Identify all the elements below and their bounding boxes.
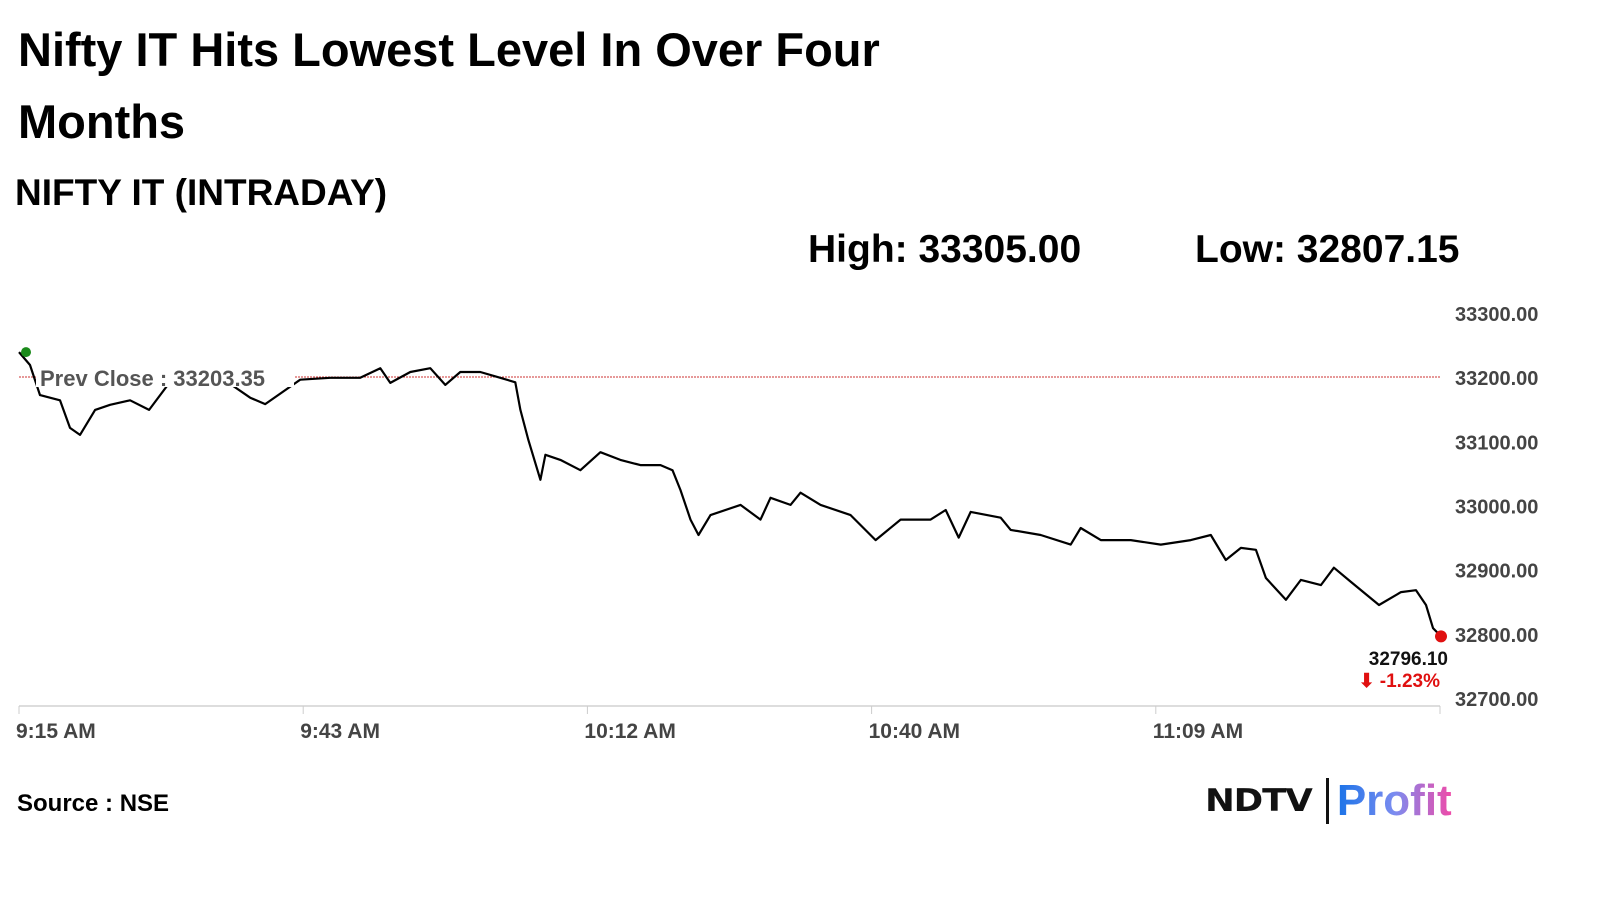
y-tick-label: 33200.00 (1455, 368, 1538, 390)
end-point-marker (1435, 630, 1448, 643)
chart-subtitle: NIFTY IT (INTRADAY) (15, 172, 388, 213)
prev-close-label-bg (36, 357, 294, 388)
price-line (18, 351, 1442, 638)
y-tick-label: 32700.00 (1455, 689, 1538, 711)
prev-close-label: Prev Close : 33203.35 (40, 366, 265, 391)
logo-ndtv: NDTV (1205, 783, 1313, 819)
y-tick-label: 33100.00 (1455, 432, 1538, 454)
logo-profit: Profit (1336, 776, 1452, 825)
ndtv-profit-logo: NDTV Profit (1205, 776, 1452, 826)
change-label: ⬇ -1.23% (1359, 671, 1441, 692)
y-tick-label: 33300.00 (1455, 304, 1538, 326)
logo-divider (1325, 778, 1329, 824)
x-tick-label: 10:40 AM (869, 720, 960, 743)
low-value: Low: 32807.15 (1195, 228, 1460, 271)
y-tick-label: 32800.00 (1455, 625, 1538, 647)
x-tick-label: 9:43 AM (300, 720, 380, 743)
high-value: High: 33305.00 (808, 228, 1082, 271)
x-tick-label: 11:09 AM (1153, 720, 1243, 743)
y-tick-label: 33000.00 (1455, 497, 1538, 519)
y-tick-label: 32900.00 (1455, 561, 1538, 583)
x-tick-label: 10:12 AM (584, 720, 675, 743)
last-value-label: 32796.10 (1369, 649, 1448, 670)
page-title: Nifty IT Hits Lowest Level In Over Four … (18, 23, 880, 148)
start-point-marker (21, 347, 31, 358)
source-note: Source : NSE (17, 790, 170, 817)
x-tick-label: 9:15 AM (16, 720, 96, 743)
